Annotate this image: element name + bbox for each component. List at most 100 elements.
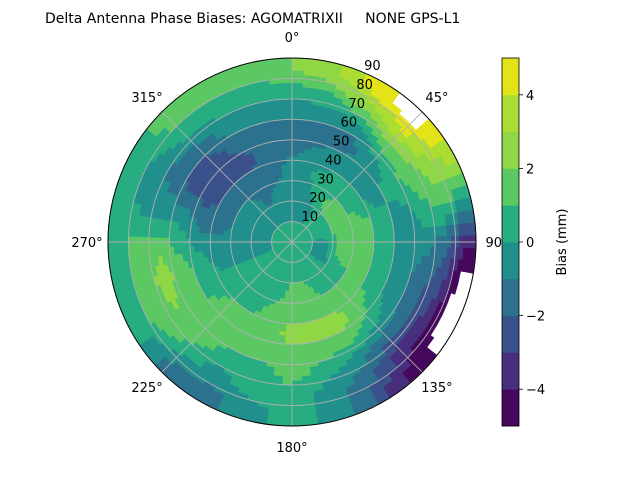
radial-tick-label: 90	[364, 59, 381, 74]
contour-cell	[291, 184, 297, 190]
contour-cell	[291, 392, 304, 398]
contour-cell	[291, 188, 297, 194]
contour-cell	[356, 243, 362, 250]
contour-cell	[291, 159, 299, 165]
colorbar-band	[502, 389, 519, 427]
contour-cell	[218, 233, 224, 240]
radial-tick-label: 10	[302, 210, 319, 225]
colorbar-tick-label: −4	[526, 383, 545, 398]
contour-cell	[291, 286, 296, 292]
colorbar-band	[502, 352, 519, 390]
contour-cell	[291, 347, 301, 353]
colorbar-label: Bias (mm)	[555, 209, 570, 276]
contour-cell	[286, 164, 293, 169]
contour-cell	[280, 82, 293, 88]
contour-cell	[285, 159, 293, 165]
contour-cell	[291, 147, 299, 153]
contour-cell	[283, 351, 293, 357]
contour-cell	[281, 90, 293, 96]
contour-cell	[286, 311, 293, 316]
contour-cell	[360, 244, 366, 251]
colorbar: −4 −2 0 2 4	[501, 57, 545, 427]
contour-cell	[291, 388, 303, 394]
contour-cell	[291, 164, 298, 169]
colorbar-band	[502, 94, 519, 132]
contour-cell	[288, 196, 293, 202]
contour-cell	[287, 294, 293, 300]
contour-cell	[291, 176, 297, 182]
contour-cell	[291, 302, 297, 308]
contour-cell	[291, 127, 301, 133]
contour-cell	[291, 417, 305, 423]
contour-cell	[285, 331, 293, 337]
contour-cell	[287, 176, 293, 182]
contour-cell	[288, 192, 293, 198]
contour-cell	[286, 315, 293, 320]
colorbar-band	[502, 168, 519, 206]
colorbar-tick-label: 4	[526, 89, 534, 104]
contour-cell	[360, 233, 366, 240]
contour-cell	[291, 282, 296, 288]
contour-cell	[291, 372, 302, 378]
colorbar-band	[502, 205, 519, 243]
contour-cell	[218, 244, 224, 251]
contour-cell	[283, 347, 293, 353]
contour-cell	[279, 413, 293, 419]
theta-tick-label: 225°	[131, 381, 162, 396]
contour-cell	[291, 143, 300, 149]
contour-cell	[291, 151, 299, 157]
contour-cell	[291, 351, 301, 357]
colorbar-tick-label: 2	[526, 162, 534, 177]
contour-cell	[291, 339, 300, 345]
contour-cell	[291, 331, 299, 337]
theta-tick-label: 270°	[71, 236, 102, 251]
contour-cell	[291, 355, 301, 361]
contour-cell	[294, 286, 300, 292]
contour-cell	[286, 306, 293, 312]
contour-cell	[291, 69, 305, 76]
contour-cell	[282, 368, 293, 374]
contour-cell	[291, 123, 301, 129]
theta-tick-label: 315°	[131, 91, 162, 106]
contour-cell	[238, 243, 244, 248]
contour-cell	[291, 294, 297, 300]
contour-cell	[284, 143, 293, 149]
contour-cell	[291, 131, 301, 137]
contour-cell	[356, 234, 362, 241]
contour-cell	[287, 184, 293, 190]
contour-cell	[280, 392, 293, 398]
contour-cell	[291, 376, 303, 382]
contour-cell	[246, 243, 252, 248]
contour-cell	[291, 172, 298, 178]
contour-cell	[291, 396, 304, 402]
contour-cell	[280, 86, 293, 92]
contour-cell	[250, 242, 256, 247]
contour-cell	[284, 139, 293, 145]
contour-cell	[222, 234, 228, 241]
contour-cell	[279, 69, 293, 76]
contour-cell	[284, 335, 293, 341]
contour-cell	[279, 408, 293, 415]
contour-cell	[282, 106, 293, 112]
contour-cell	[291, 298, 297, 304]
contour-cell	[279, 65, 293, 71]
colorbar-tick-label: −2	[526, 310, 545, 325]
contour-cell	[291, 311, 298, 316]
theta-gridline	[291, 111, 423, 243]
contour-cell	[284, 188, 289, 194]
contour-cell	[287, 302, 293, 308]
contour-cell	[282, 110, 293, 116]
contour-cell	[287, 180, 293, 186]
contour-cell	[286, 168, 293, 173]
polar-grid	[107, 57, 477, 427]
contour-cell	[295, 294, 301, 300]
contour-cell	[332, 236, 338, 241]
contour-cell	[377, 232, 383, 240]
contour-cell	[291, 319, 299, 325]
contour-cell	[291, 315, 298, 320]
contour-cell	[285, 151, 293, 157]
contour-cell	[282, 372, 293, 378]
colorbar-tick-label: 0	[526, 236, 534, 251]
contour-cell	[201, 244, 207, 252]
